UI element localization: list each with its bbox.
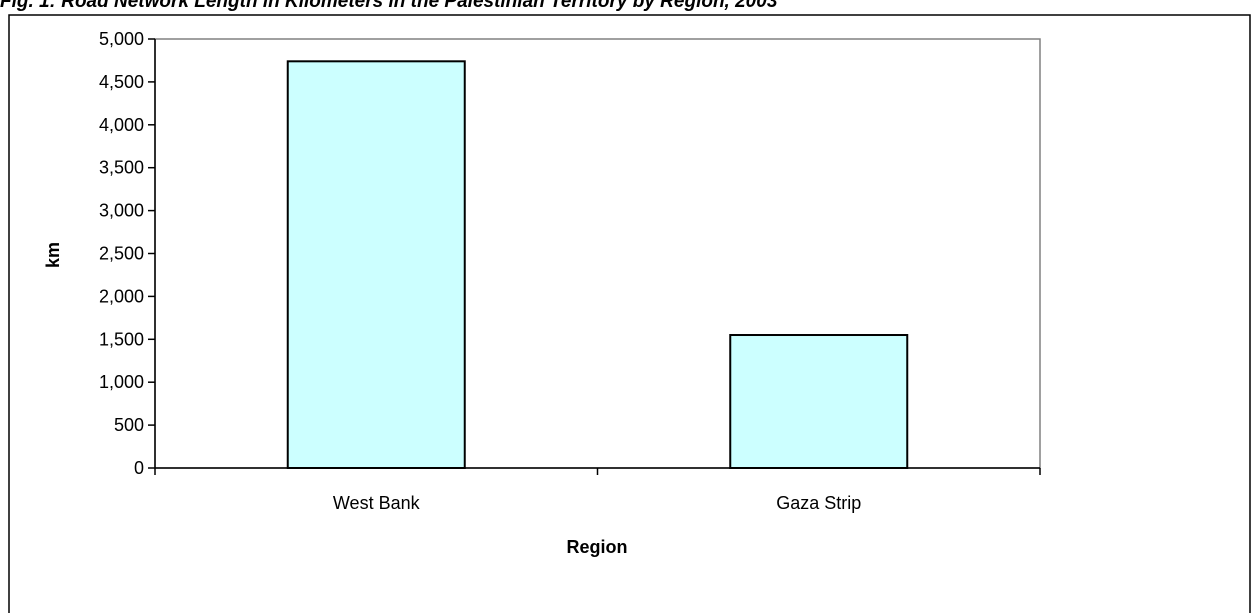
y-tick-label: 5,000 — [99, 29, 144, 49]
y-axis-label: km — [43, 242, 63, 268]
bars-layer — [286, 60, 909, 470]
y-tick-label: 4,500 — [99, 72, 144, 92]
x-tick-label: Gaza Strip — [776, 493, 861, 513]
x-tick-label: West Bank — [333, 493, 421, 513]
y-tick-label: 1,000 — [99, 372, 144, 392]
y-tick-label: 3,500 — [99, 158, 144, 178]
chart-frame — [8, 14, 1251, 613]
y-tick-label: 1,500 — [99, 329, 144, 349]
bar-west-bank — [286, 60, 466, 469]
chart-title: Fig. 1: Road Network Length in Kilometer… — [0, 0, 778, 12]
y-ticks-layer: 0 500 1,000 1,500 2,000 2,500 3,000 3,500 4,000 4… — [99, 29, 155, 478]
y-tick-label: 2,000 — [99, 286, 144, 306]
x-ticks-layer: West Bank Gaza Strip — [154, 468, 1041, 513]
bar-gaza-strip — [729, 334, 909, 470]
y-tick-label: 4,000 — [99, 115, 144, 135]
x-axis-label: Region — [567, 537, 628, 557]
y-tick-label: 500 — [114, 415, 144, 435]
y-tick-label: 3,000 — [99, 201, 144, 221]
y-tick-label: 0 — [134, 458, 144, 478]
y-tick-label: 2,500 — [99, 244, 144, 264]
